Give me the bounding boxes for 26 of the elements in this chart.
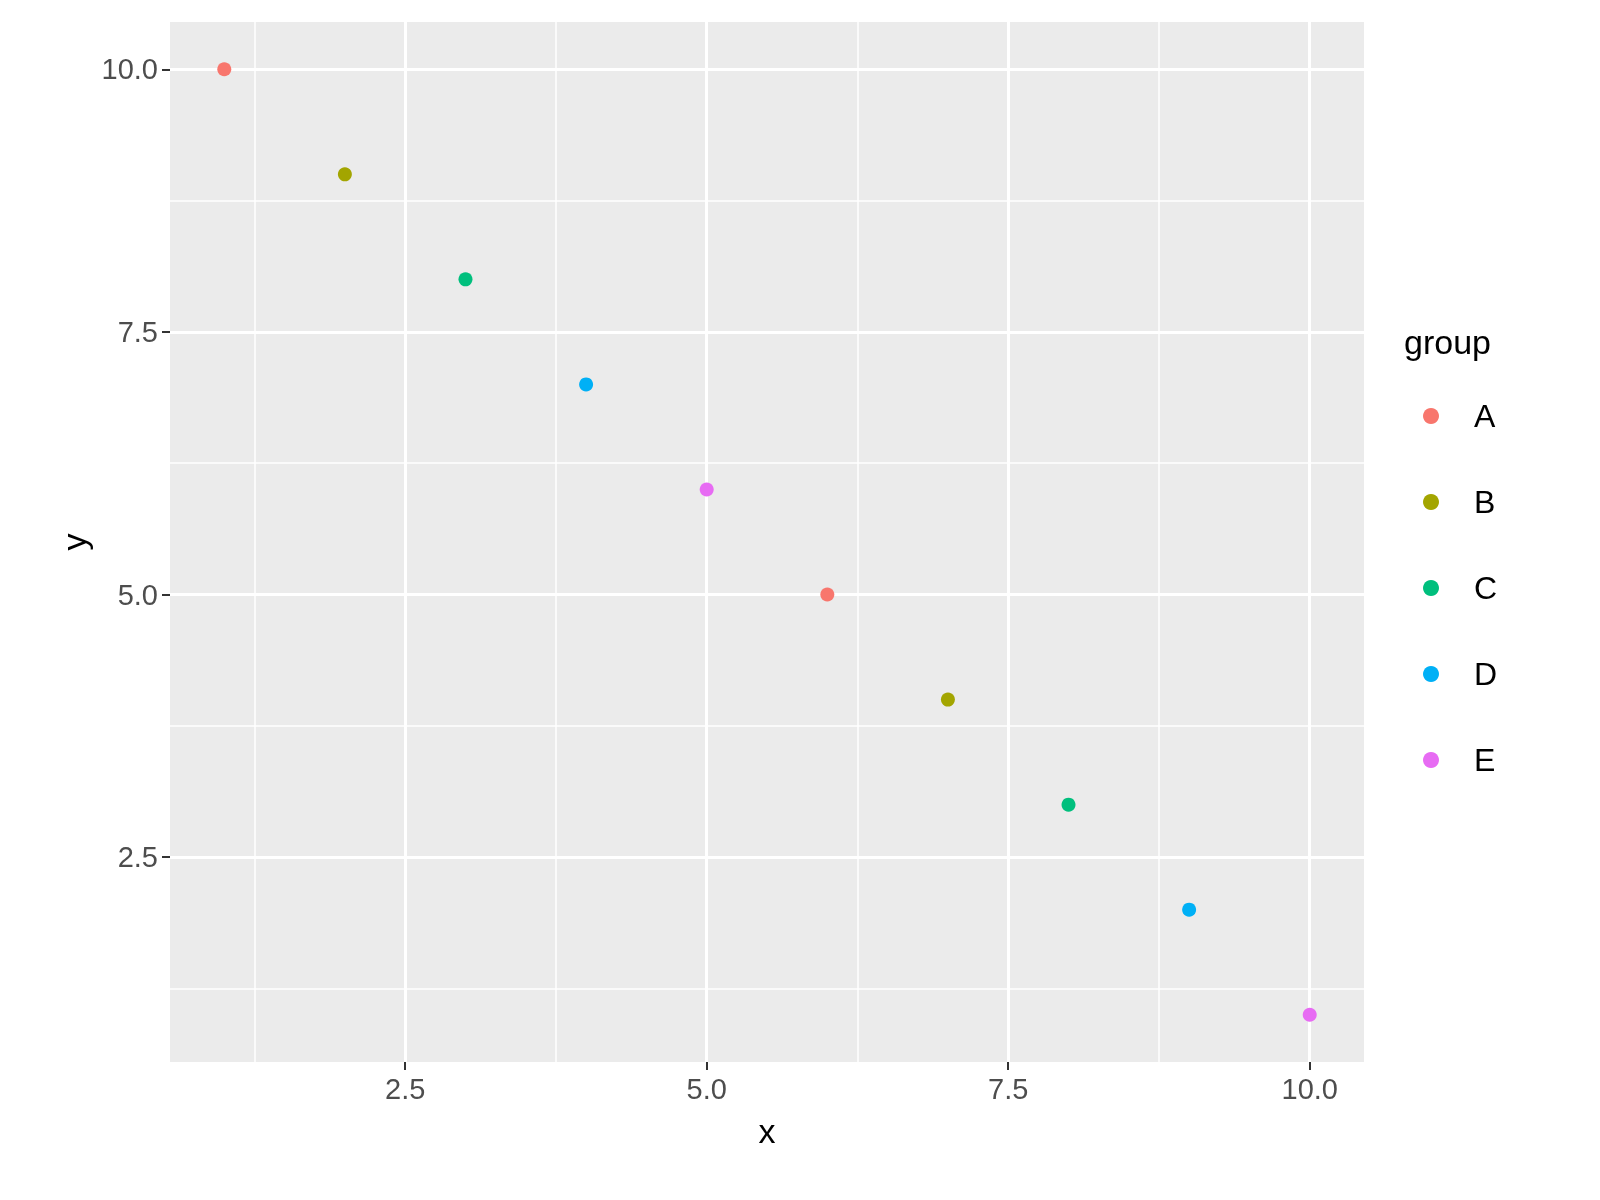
legend-label: B	[1474, 484, 1496, 520]
point	[699, 482, 714, 497]
legend-label: A	[1474, 398, 1496, 434]
point	[337, 167, 352, 182]
legend-label: D	[1474, 656, 1498, 692]
y-tick-label: 5.0	[117, 578, 158, 611]
legend-label: E	[1474, 742, 1496, 778]
legend-label: C	[1474, 570, 1498, 606]
point	[579, 377, 594, 392]
point	[458, 272, 473, 287]
point	[217, 62, 232, 77]
x-tick-label: 2.5	[385, 1072, 426, 1105]
point	[1302, 1007, 1317, 1022]
point	[1182, 902, 1197, 917]
x-tick-label: 10.0	[1281, 1072, 1338, 1105]
legend-title: group	[1404, 323, 1491, 361]
point	[820, 587, 835, 602]
x-axis-title: x	[758, 1112, 776, 1150]
y-tick-label: 2.5	[117, 841, 158, 874]
y-axis-title: y	[54, 533, 93, 551]
y-tick-label: 7.5	[117, 315, 158, 348]
point	[1061, 797, 1076, 812]
x-tick-label: 7.5	[988, 1072, 1029, 1105]
y-tick-label: 10.0	[101, 53, 158, 86]
x-tick-label: 5.0	[686, 1072, 727, 1105]
point	[940, 692, 955, 707]
